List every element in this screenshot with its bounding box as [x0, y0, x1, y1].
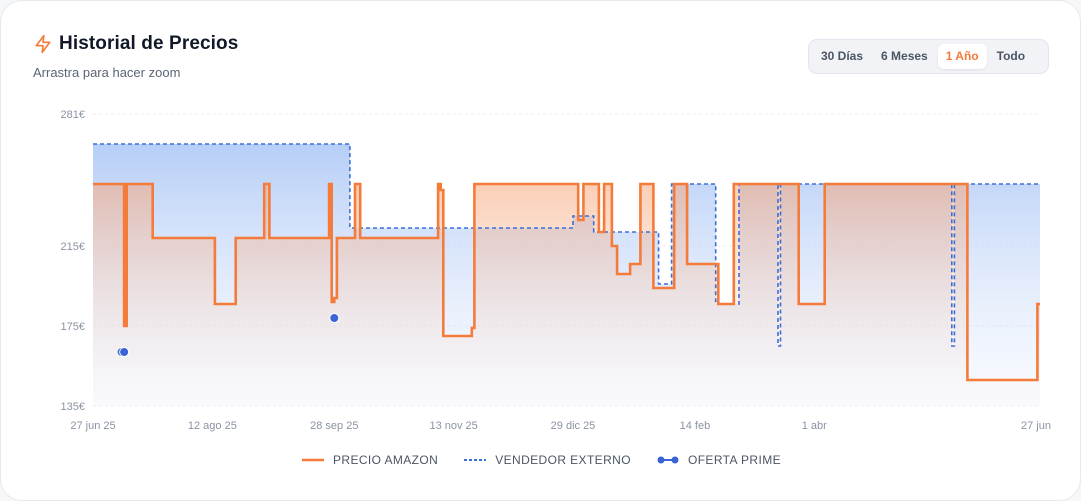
price-chart[interactable]: 135€ 175€ 215€ 281€ 27 jun 25 12 ago 25 28 sep…: [1, 1, 1081, 451]
range-1-year-button[interactable]: 1 Año: [937, 44, 987, 69]
x-tick-label: 27 jun 25: [70, 420, 115, 432]
x-tick-label: 27 jun: [1021, 420, 1051, 432]
amazon-line: [93, 182, 1040, 382]
legend-label-external: VENDEDOR EXTERNO: [495, 453, 631, 467]
page-title: Historial de Precios: [59, 33, 239, 54]
x-tick-label: 13 nov 25: [429, 420, 477, 432]
legend-item-external[interactable]: VENDEDOR EXTERNO: [464, 453, 631, 467]
dashed-line-swatch: [464, 459, 487, 461]
legend-label-prime: OFERTA PRIME: [687, 453, 782, 467]
amazon-area: [93, 184, 1040, 406]
external-line: [93, 143, 1040, 347]
y-tick-label: 215€: [61, 241, 85, 253]
x-tick-label: 28 sep 25: [310, 420, 358, 432]
x-tick-label: 29 dic 25: [551, 420, 596, 432]
prime-offer-point: [329, 313, 340, 323]
header: Historial de Precios: [33, 33, 238, 55]
solid-line-swatch: [301, 458, 324, 462]
page-subtitle: Arrastra para hacer zoom: [33, 65, 181, 80]
legend-item-amazon[interactable]: PRECIO AMAZON: [301, 453, 439, 467]
dot-line-swatch: [657, 456, 679, 464]
range-selector: 30 Días 6 Meses 1 Año Todo: [808, 39, 1049, 74]
range-all-button[interactable]: Todo: [996, 49, 1026, 63]
x-tick-label: 12 ago 25: [188, 420, 237, 432]
legend-label-amazon: PRECIO AMAZON: [332, 453, 439, 467]
x-tick-label: 14 feb: [680, 420, 711, 432]
prime-offer-point: [119, 347, 130, 357]
y-tick-label: 281€: [61, 109, 85, 121]
x-tick-label: 1 abr: [802, 420, 827, 432]
legend-item-prime[interactable]: OFERTA PRIME: [657, 453, 781, 467]
lightning-icon: [35, 34, 51, 54]
y-tick-label: 135€: [61, 401, 85, 413]
range-6-months-button[interactable]: 6 Meses: [881, 49, 928, 63]
y-tick-label: 175€: [61, 321, 85, 333]
chart-legend: PRECIO AMAZON VENDEDOR EXTERNO OFERTA PR…: [1, 453, 1081, 467]
range-30-days-button[interactable]: 30 Días: [821, 49, 864, 63]
